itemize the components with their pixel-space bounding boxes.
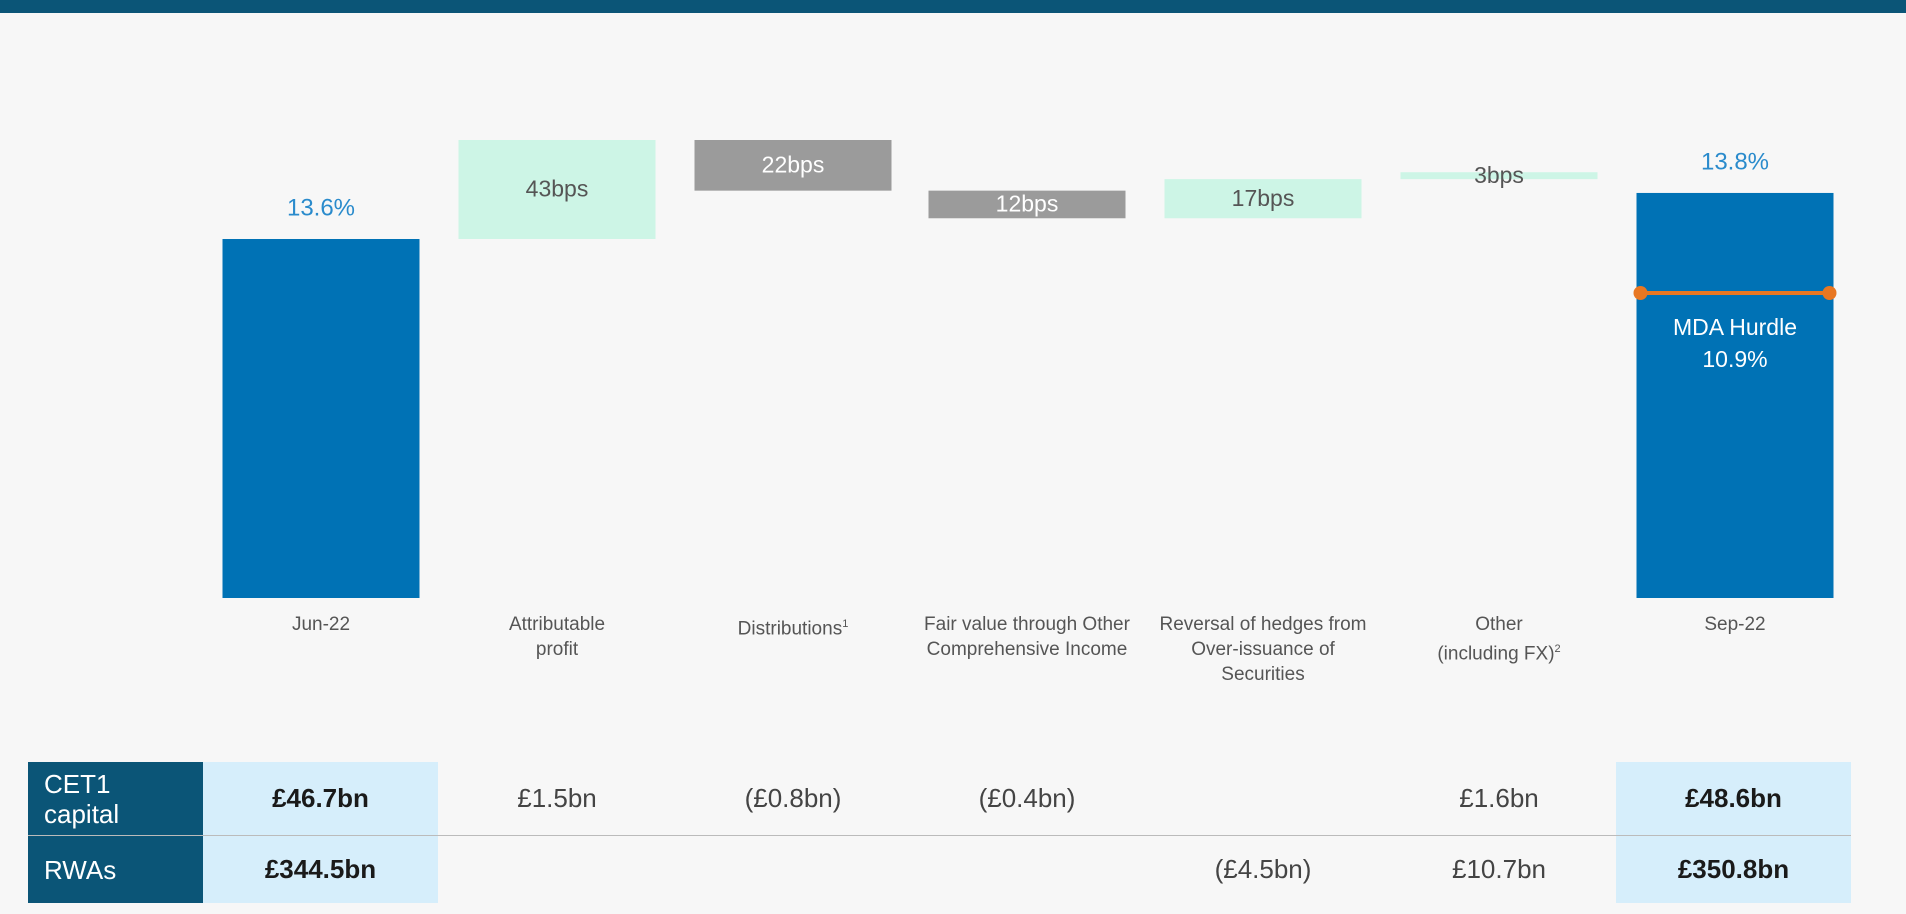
category-text: Other (including FX) — [1437, 614, 1555, 665]
row-separator — [28, 835, 1851, 836]
category-label: Other (including FX)2 — [1384, 612, 1614, 666]
table-cell: (£0.8bn) — [744, 783, 842, 813]
category-label: Fair value through Other Comprehensive I… — [912, 612, 1142, 662]
hurdle-value: 10.9% — [1702, 346, 1767, 372]
hurdle-label: MDA Hurdle — [1673, 314, 1797, 340]
category-text: Distributions — [737, 618, 843, 640]
category-label: Distributions1 — [678, 612, 908, 641]
category-label: Jun-22 — [206, 612, 436, 637]
value-label: 12bps — [996, 191, 1059, 217]
table-cell: (£4.5bn) — [1214, 854, 1312, 884]
waterfall-bar — [694, 140, 892, 191]
hurdle-dot — [1822, 286, 1837, 300]
hurdle-dot — [1633, 286, 1648, 300]
total-bar — [222, 239, 420, 598]
category-text: Jun-22 — [291, 614, 351, 635]
waterfall-bar — [458, 140, 656, 239]
value-label: 13.8% — [1701, 148, 1769, 175]
total-bar — [1636, 192, 1834, 598]
footnote-marker: 2 — [1554, 643, 1561, 655]
table-cell: £46.7bn — [203, 762, 438, 835]
row-header: CET1 capital — [28, 762, 203, 835]
table-cell: £344.5bn — [203, 836, 438, 903]
value-label: 43bps — [526, 176, 589, 202]
value-label: 3bps — [1474, 162, 1524, 188]
table-cell: £48.6bn — [1616, 762, 1851, 835]
table-cell: £350.8bn — [1616, 836, 1851, 903]
category-label: Reversal of hedges from Over-issuance of… — [1148, 612, 1378, 687]
header-stripe — [0, 0, 1906, 13]
table-cell: (£0.4bn) — [978, 783, 1076, 813]
table-cell: £10.7bn — [1452, 854, 1546, 884]
category-text: Attributable profit — [508, 614, 606, 660]
waterfall-bar — [1164, 179, 1362, 219]
table-cell: £1.5bn — [517, 783, 597, 813]
category-text: Reversal of hedges from Over-issuance of… — [1159, 614, 1367, 685]
table-cell: £1.6bn — [1459, 783, 1539, 813]
category-label: Sep-22 — [1620, 612, 1850, 637]
value-label: 13.6% — [287, 194, 355, 221]
waterfall-bar — [1400, 172, 1598, 180]
category-label: Attributable profit — [442, 612, 672, 662]
footnote-marker: 1 — [842, 618, 849, 630]
row-header: RWAs — [28, 836, 203, 903]
waterfall-bar — [928, 190, 1126, 219]
category-text: Fair value through Other Comprehensive I… — [924, 614, 1130, 660]
category-text: Sep-22 — [1704, 614, 1766, 635]
value-label: 17bps — [1232, 185, 1295, 211]
value-label: 22bps — [762, 151, 825, 177]
